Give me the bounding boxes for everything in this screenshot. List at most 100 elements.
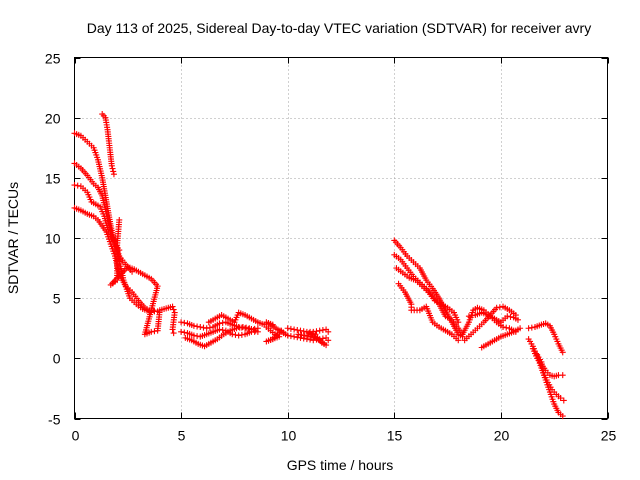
x-tick-label: 20 [494, 428, 510, 444]
data-point-midday-b [178, 328, 185, 335]
data-point-late-morning-b [297, 334, 304, 341]
y-tick-label: 15 [45, 171, 61, 187]
data-point-arc-e [110, 168, 117, 175]
y-axis-label: SDTVAR / TECUs [5, 182, 21, 294]
data-point-midday-a [203, 325, 210, 332]
data-point-late-morning-b [300, 335, 307, 342]
y-tick-label: -5 [48, 412, 61, 428]
x-tick-label: 0 [72, 428, 80, 444]
x-tick-label: 15 [387, 428, 403, 444]
data-point-arc-e [110, 171, 117, 178]
x-tick-labels: 0 5 10 15 20 25 [72, 428, 617, 444]
data-point-late-morning-a [294, 327, 301, 334]
data-point-late-morning-a [313, 328, 320, 335]
data-point-afternoon-h [517, 325, 524, 332]
data-point-afternoon-g [507, 313, 514, 320]
data-point-late-morning-b [325, 337, 332, 344]
data-point-scatter-early [151, 328, 158, 335]
data-point-late-morning-b [303, 336, 310, 343]
data-point-arc-e [108, 162, 115, 169]
data-point-midday-b [190, 332, 197, 339]
data-point-afternoon-f [496, 304, 503, 311]
data-point-evening-d [557, 395, 564, 402]
y-tick-label: 0 [53, 351, 61, 367]
data-point-late-morning-a [325, 328, 332, 335]
data-point-late-morning-c [309, 330, 316, 337]
data-point-late-morning-a [319, 327, 326, 334]
data-point-midday-b [232, 331, 239, 338]
data-point-evening-b [559, 413, 566, 420]
data-point-arc-c [71, 182, 78, 189]
data-point-scatter-early [148, 328, 155, 335]
data-point-midday-a [190, 322, 197, 329]
data-point-midday-b [219, 327, 226, 334]
data-point-scatter-early [169, 326, 176, 333]
data-point-late-morning-b [287, 333, 294, 340]
data-point-evening-a [559, 349, 566, 356]
data-point-afternoon-d [455, 337, 462, 344]
data-point-afternoon-g [504, 313, 511, 320]
data-point-scatter-early [170, 306, 177, 313]
x-axis-label: GPS time / hours [287, 457, 394, 473]
data-point-midday-b [194, 333, 201, 340]
data-point-late-morning-a [284, 325, 291, 332]
data-point-midday-a [194, 323, 201, 330]
data-point-late-morning-b [307, 336, 314, 343]
data-point-arc-c [74, 182, 81, 189]
data-point-midday-a [178, 319, 185, 326]
data-point-midday-c [236, 324, 243, 331]
data-point-afternoon-g [514, 316, 521, 323]
data-point-midday-c [243, 324, 250, 331]
data-point-scatter-early [170, 330, 177, 337]
data-point-arc-e [109, 165, 116, 172]
data-point-late-morning-a [300, 328, 307, 335]
data-point-late-morning-b [291, 333, 298, 340]
data-point-midday-c [252, 327, 259, 334]
data-point-midday-b [238, 331, 245, 338]
data-point-afternoon-e [500, 324, 507, 331]
data-point-midday-a [181, 319, 188, 326]
grid [74, 57, 608, 419]
data-point-midday-e [269, 321, 276, 328]
data-point-midday-c [233, 325, 240, 332]
data-point-late-morning-b [294, 334, 301, 341]
data-point-late-morning-c [295, 331, 302, 338]
data-point-midday-a [219, 319, 226, 326]
data-point-late-morning-a [291, 326, 298, 333]
data-point-midday-c [239, 324, 246, 331]
data-point-afternoon-g [469, 312, 476, 319]
data-point-late-morning-a [316, 327, 323, 334]
y-tick-label: 5 [53, 291, 61, 307]
y-tick-label: 20 [45, 111, 61, 127]
data-point-midday-a [197, 324, 204, 331]
data-point-midday-a [206, 324, 213, 331]
y-tick-labels: -5 0 5 10 15 20 25 [45, 51, 61, 428]
data-point-midday-b [216, 326, 223, 333]
plot-frame [74, 57, 608, 419]
data-point-afternoon-g [465, 313, 472, 320]
data-point-afternoon-f [493, 304, 500, 311]
data-point-midday-b [181, 329, 188, 336]
x-tick-label: 5 [178, 428, 186, 444]
data-point-late-morning-a [297, 327, 304, 334]
data-point-scatter-early [169, 303, 176, 310]
data-point-late-morning-c [298, 331, 305, 338]
data-point-midday-a [200, 324, 207, 331]
data-point-afternoon-c [455, 319, 462, 326]
data-point-late-morning-c [312, 331, 319, 338]
data-point-late-morning-c [301, 332, 308, 339]
data-point-evening-a [528, 324, 535, 331]
data-point-late-morning-c [306, 330, 313, 337]
data-points [71, 111, 567, 420]
chart-title: Day 113 of 2025, Sidereal Day-to-day VTE… [87, 20, 591, 36]
y-tick-label: 25 [45, 51, 61, 67]
data-point-afternoon-e [503, 324, 510, 331]
data-point-late-morning-b [284, 332, 291, 339]
data-point-late-morning-a [287, 325, 294, 332]
y-tick-label: 10 [45, 231, 61, 247]
data-point-evening-d [560, 397, 567, 404]
x-tick-label: 10 [281, 428, 297, 444]
x-tick-label: 25 [601, 428, 617, 444]
data-point-evening-c [559, 372, 566, 379]
